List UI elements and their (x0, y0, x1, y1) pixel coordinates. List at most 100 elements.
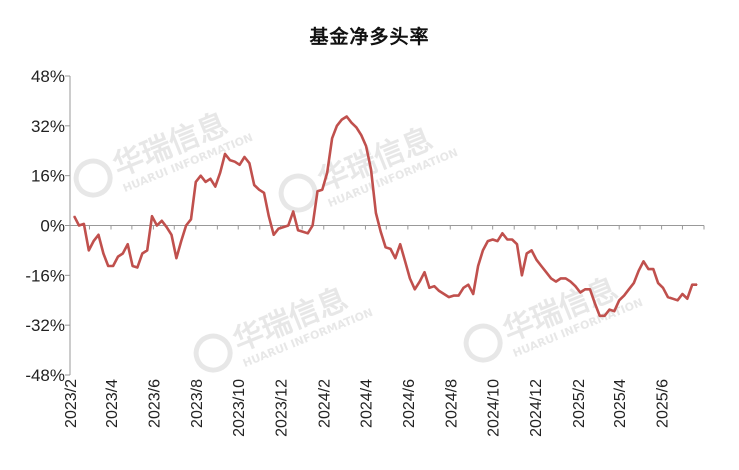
data-point (623, 295, 625, 297)
data-point (482, 249, 484, 251)
data-point (540, 265, 542, 267)
data-point (282, 226, 284, 228)
data-point (122, 252, 124, 255)
data-point (234, 161, 236, 163)
data-point (608, 309, 611, 311)
data-point (365, 145, 367, 147)
data-point (487, 240, 489, 242)
data-point (599, 315, 601, 317)
series-layer (73, 115, 698, 318)
x-tick-label: 2024/8 (443, 379, 460, 428)
x-tick-label: 2023/8 (189, 379, 206, 428)
data-point (560, 277, 562, 279)
data-point (467, 284, 469, 286)
data-point (297, 229, 299, 231)
data-point (73, 215, 75, 217)
watermark-logo-icon (278, 173, 318, 213)
data-point (569, 281, 572, 283)
data-point (453, 295, 455, 297)
data-point (574, 285, 577, 287)
data-point (448, 296, 450, 298)
data-point (258, 189, 260, 191)
data-point (355, 126, 357, 128)
data-point (190, 218, 192, 220)
watermark-logo-icon (193, 333, 233, 373)
data-point (657, 282, 659, 284)
data-point (550, 277, 552, 279)
x-tick-label: 2025/6 (655, 379, 672, 428)
data-point (195, 181, 197, 183)
data-point (511, 238, 513, 241)
data-point (146, 249, 148, 251)
data-point (229, 159, 231, 161)
data-point (321, 189, 323, 191)
axes: 48% 32% 16% 0% -16% -32% -48%2023/2 2023/4 2023/… (25, 67, 705, 437)
data-point (273, 234, 275, 236)
data-point (209, 178, 211, 180)
data-point (346, 115, 348, 118)
data-point (496, 240, 499, 242)
data-point (613, 310, 615, 312)
data-point (604, 315, 606, 317)
x-tick-label: 2025/2 (571, 379, 588, 428)
data-point (97, 234, 100, 236)
y-tick-label: -16% (25, 266, 65, 285)
x-tick-label: 2023/2 (63, 379, 80, 428)
data-point (200, 175, 202, 177)
data-point (141, 252, 143, 255)
data-point (278, 228, 280, 230)
data-point (443, 293, 445, 295)
x-tick-label: 2024/2 (317, 379, 334, 428)
data-point (78, 224, 80, 227)
watermark-logo-icon (73, 158, 113, 198)
data-point (224, 153, 226, 155)
data-point (526, 252, 528, 255)
x-tick-label: 2024/6 (401, 379, 418, 428)
data-point (170, 234, 173, 236)
data-point (268, 215, 270, 217)
data-point (326, 172, 328, 174)
data-point (686, 298, 688, 300)
data-point (555, 281, 557, 283)
data-point (428, 287, 430, 289)
data-point (477, 265, 479, 267)
data-point (243, 156, 246, 158)
x-tick-label: 2023/12 (274, 379, 291, 437)
data-point (380, 231, 382, 233)
data-point (462, 287, 465, 289)
data-point (292, 210, 294, 213)
data-point (633, 282, 635, 284)
data-point (166, 226, 168, 228)
data-point (151, 215, 153, 217)
data-point (88, 249, 90, 251)
data-point (336, 125, 338, 127)
x-tick-label: 2024/10 (486, 379, 503, 437)
data-point (385, 246, 387, 248)
data-point (535, 259, 538, 261)
data-point (205, 181, 207, 183)
data-point (579, 291, 581, 294)
data-point (370, 168, 372, 170)
data-point (312, 224, 314, 227)
data-point (136, 266, 138, 269)
data-point (375, 212, 377, 214)
watermark-logo-icon (463, 323, 503, 363)
data-point (438, 290, 440, 292)
data-point (501, 232, 503, 234)
data-point (647, 268, 650, 270)
x-tick-label: 2023/4 (104, 379, 121, 428)
chart-title: 基金净多头率 (309, 26, 430, 48)
data-point (394, 257, 396, 259)
data-point (642, 260, 645, 262)
data-point (287, 224, 289, 227)
data-point (492, 238, 494, 241)
y-tick-label: -32% (25, 316, 65, 335)
x-tick-label: 2023/6 (146, 379, 163, 428)
data-point (472, 293, 474, 295)
data-point (248, 162, 250, 164)
data-point (662, 287, 664, 289)
